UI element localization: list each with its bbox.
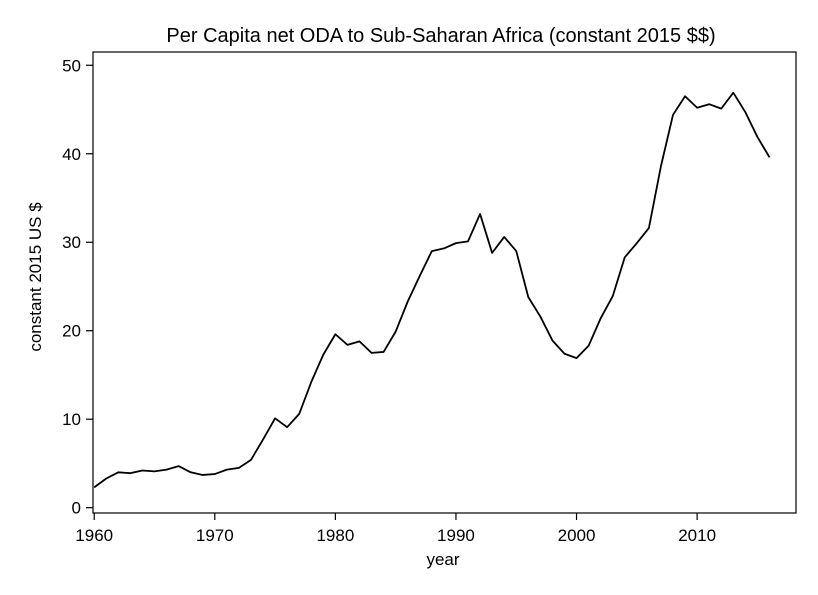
series-line-per-capita-oda [93, 91, 771, 489]
y-axis-label: constant 2015 US $ [26, 202, 45, 352]
x-tick-label: 2000 [558, 526, 596, 545]
x-axis: 1960 1970 1980 1990 2000 2010 [75, 513, 716, 545]
chart-title: Per Capita net ODA to Sub-Saharan Africa… [166, 25, 715, 47]
y-tick-label: 50 [62, 56, 81, 75]
x-tick-label: 1980 [316, 526, 354, 545]
y-tick-label: 20 [62, 322, 81, 341]
y-tick-label: 10 [62, 410, 81, 429]
y-tick-label: 30 [62, 233, 81, 252]
x-tick-label: 1960 [75, 526, 113, 545]
x-axis-label: year [426, 550, 459, 569]
x-tick-label: 2010 [678, 526, 716, 545]
y-tick-label: 40 [62, 145, 81, 164]
y-axis: 0 10 20 30 40 50 [62, 56, 93, 518]
y-tick-label: 0 [72, 499, 81, 518]
plot-frame [92, 51, 797, 514]
x-tick-label: 1970 [196, 526, 234, 545]
data-points [94, 93, 769, 488]
x-tick-label: 1990 [437, 526, 475, 545]
